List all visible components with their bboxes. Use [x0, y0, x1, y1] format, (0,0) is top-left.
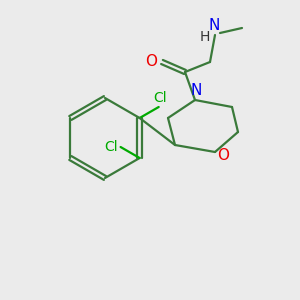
Text: O: O [145, 53, 157, 68]
Text: H: H [200, 30, 210, 44]
Text: Cl: Cl [153, 91, 166, 105]
Text: Cl: Cl [104, 140, 118, 154]
Text: N: N [190, 83, 202, 98]
Text: N: N [208, 18, 220, 33]
Text: O: O [217, 148, 229, 164]
